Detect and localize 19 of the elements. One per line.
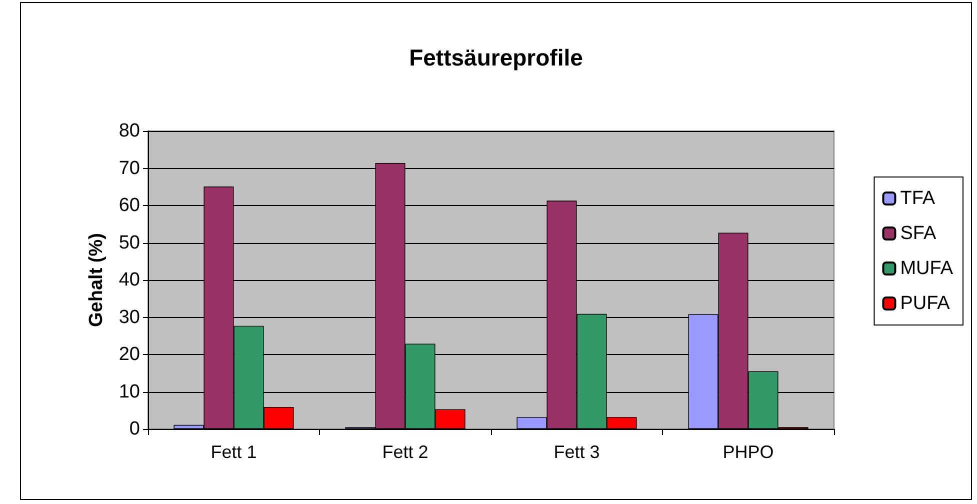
y-tick-label: 10	[118, 381, 140, 402]
y-tick-label: 0	[129, 418, 140, 440]
x-tick-label: PHPO	[722, 442, 774, 462]
y-tick-label: 40	[118, 270, 140, 290]
x-tick-label: Fett 2	[382, 442, 428, 462]
x-tick-label: Fett 1	[210, 442, 257, 462]
chart-title: Fettsäureprofile	[409, 44, 583, 70]
y-tick-label: 80	[118, 120, 140, 142]
legend-label: TFA	[900, 188, 936, 209]
y-tick-label: 20	[118, 344, 140, 365]
legend-label: MUFA	[900, 258, 954, 279]
legend-label: SFA	[900, 223, 936, 244]
y-tick-label: 30	[118, 306, 140, 328]
y-tick-label: 60	[118, 195, 140, 216]
y-tick-label: 70	[118, 158, 140, 179]
x-tick-label: Fett 3	[554, 442, 600, 462]
y-tick-label: 50	[118, 232, 140, 254]
y-axis-title: Gehalt (%)	[86, 233, 107, 327]
legend-label: PUFA	[900, 293, 950, 314]
